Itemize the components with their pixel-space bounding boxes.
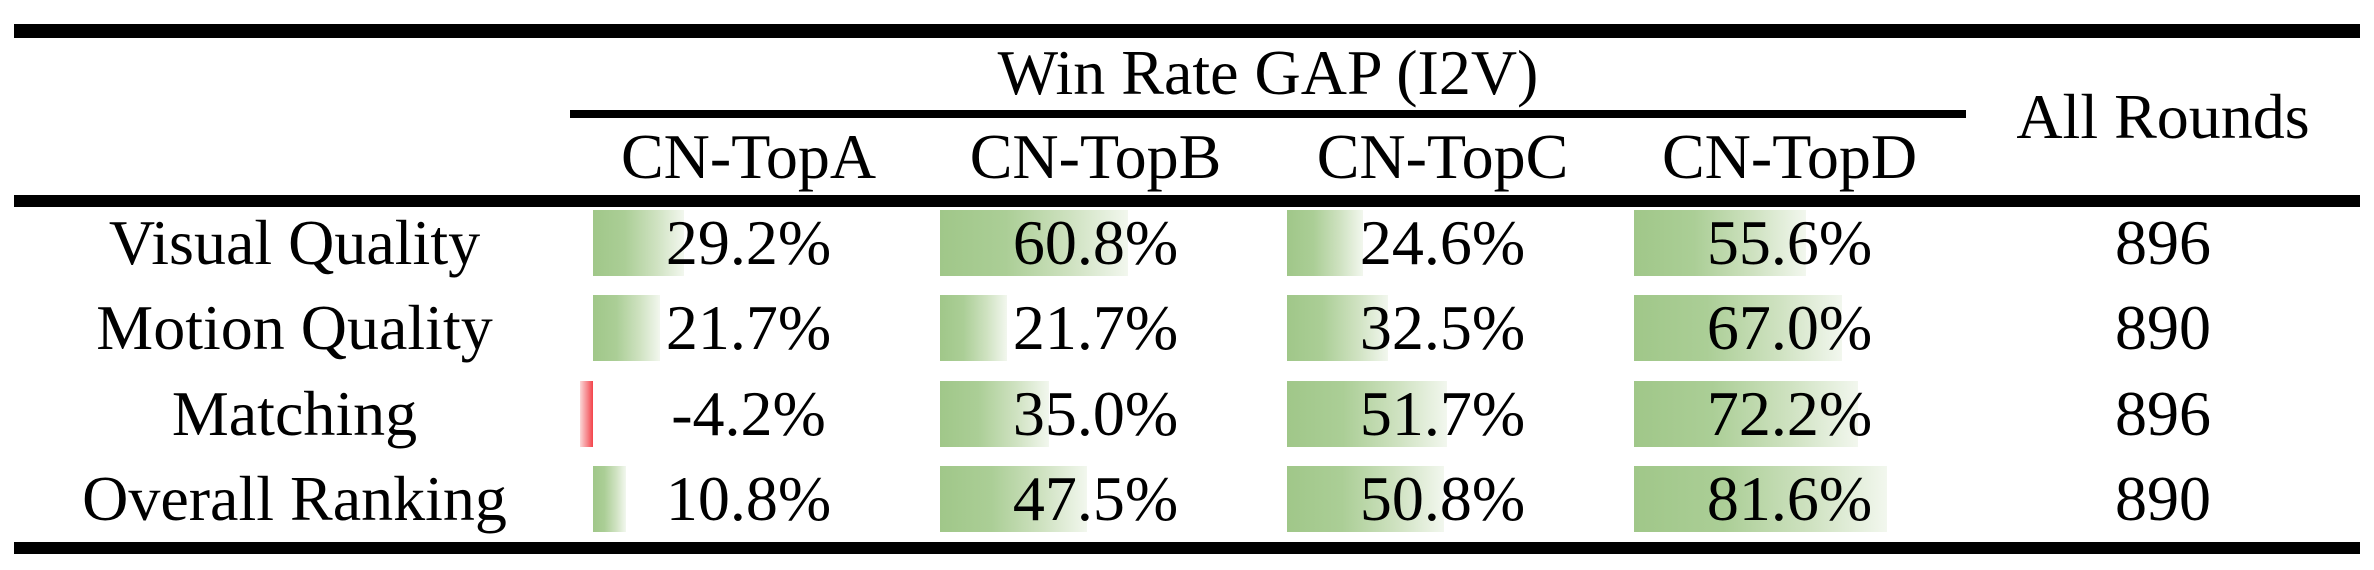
rule-under-column-headers [14, 195, 2360, 207]
column-header-cn-topc: CN-TopC [1316, 120, 1569, 192]
row-label: Overall Ranking [82, 463, 507, 535]
value-text: 72.2% [1706, 377, 1873, 449]
value-cell: 21.7% [922, 286, 1269, 372]
value-cell: 50.8% [1269, 457, 1616, 543]
value-cell: 10.8% [575, 457, 922, 543]
value-cell: 47.5% [922, 457, 1269, 543]
value-cell: 24.6% [1269, 200, 1616, 286]
value-text: 29.2% [665, 206, 832, 278]
data-bar-positive [1634, 295, 1842, 362]
data-bar-positive [1634, 466, 1887, 533]
data-bar-positive [593, 466, 626, 533]
rule-under-group-header [570, 110, 1966, 118]
value-text: 32.5% [1359, 292, 1526, 364]
value-cell: 67.0% [1616, 286, 1963, 372]
value-cell: 81.6% [1616, 457, 1963, 543]
value-text: 21.7% [1012, 292, 1179, 364]
data-bar-positive [1634, 209, 1806, 276]
value-text: 35.0% [1012, 377, 1179, 449]
value-text: 21.7% [665, 292, 832, 364]
value-text: 67.0% [1706, 292, 1873, 364]
row-label: Visual Quality [108, 206, 481, 278]
value-text: 60.8% [1012, 206, 1179, 278]
rule-top [14, 24, 2360, 38]
data-bar-positive [940, 380, 1049, 447]
group-header-win-rate-gap: Win Rate GAP (I2V) [997, 37, 1539, 108]
value-text: 24.6% [1359, 206, 1526, 278]
data-bar-positive [1287, 295, 1388, 362]
data-bar-positive [1287, 209, 1363, 276]
value-text: 50.8% [1359, 463, 1526, 535]
value-text: 81.6% [1706, 463, 1873, 535]
rule-bottom [14, 542, 2360, 554]
row-label: Motion Quality [96, 292, 493, 364]
data-bar-positive [940, 466, 1087, 533]
data-bar-positive [940, 209, 1128, 276]
value-cell: 51.7% [1269, 371, 1616, 457]
value-cell: 29.2% [575, 200, 922, 286]
value-text: 55.6% [1706, 206, 1873, 278]
value-cell: 32.5% [1269, 286, 1616, 372]
value-cell: 72.2% [1616, 371, 1963, 457]
value-cell: -4.2% [575, 371, 922, 457]
data-bar-positive [1287, 466, 1444, 533]
column-header-cn-topa: CN-TopA [620, 120, 877, 192]
data-bar-positive [593, 295, 660, 362]
data-bar-negative [580, 380, 593, 447]
value-text: -4.2% [671, 377, 826, 449]
value-cell: 55.6% [1616, 200, 1963, 286]
column-header-cn-topb: CN-TopB [969, 120, 1222, 192]
value-text: 10.8% [665, 463, 832, 535]
data-bar-positive [1634, 380, 1858, 447]
all-rounds-cell: 890 [2115, 463, 2211, 535]
all-rounds-cell: 896 [2115, 206, 2211, 278]
value-cell: 21.7% [575, 286, 922, 372]
row-label: Matching [171, 377, 418, 449]
column-header-cn-topd: CN-TopD [1661, 120, 1918, 192]
value-cell: 60.8% [922, 200, 1269, 286]
all-rounds-cell: 896 [2115, 377, 2211, 449]
value-text: 51.7% [1359, 377, 1526, 449]
data-bar-positive [1287, 380, 1447, 447]
data-bar-positive [593, 209, 684, 276]
value-text: 47.5% [1012, 463, 1179, 535]
value-cell: 35.0% [922, 371, 1269, 457]
all-rounds-cell: 890 [2115, 292, 2211, 364]
all-rounds-header: All Rounds [2016, 80, 2310, 152]
data-bar-positive [940, 295, 1007, 362]
